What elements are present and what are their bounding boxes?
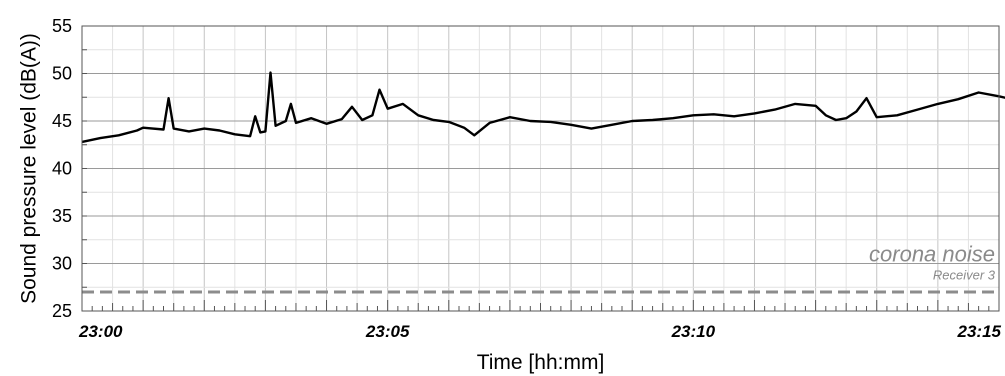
y-tick-label: 45 xyxy=(52,111,72,131)
y-tick-label: 55 xyxy=(52,16,72,36)
grid xyxy=(82,26,999,311)
y-tick-label: 25 xyxy=(52,301,72,321)
tick-labels: 25 30 35 40 45 50 55 23:00 23:05 23:10 23:15 xyxy=(52,16,1002,341)
y-tick-label: 30 xyxy=(52,254,72,274)
receiver-label: Receiver 3 xyxy=(933,268,996,283)
x-tick-label: 23:00 xyxy=(78,322,123,341)
y-axis-label: Sound pressure level (dB(A)) xyxy=(17,33,40,304)
x-axis-label: Time [hh:mm] xyxy=(477,351,605,374)
corona-noise-label: corona noise xyxy=(869,242,995,267)
y-tick-label: 35 xyxy=(52,206,72,226)
sound-level-series-line xyxy=(81,71,1005,144)
x-tick-label: 23:10 xyxy=(671,322,716,341)
series-layer xyxy=(81,71,1005,294)
y-tick-label: 50 xyxy=(52,64,72,84)
y-tick-label: 40 xyxy=(52,159,72,179)
x-tick-label: 23:15 xyxy=(957,322,1002,341)
tick-marks xyxy=(82,25,990,312)
x-tick-label: 23:05 xyxy=(365,322,410,341)
